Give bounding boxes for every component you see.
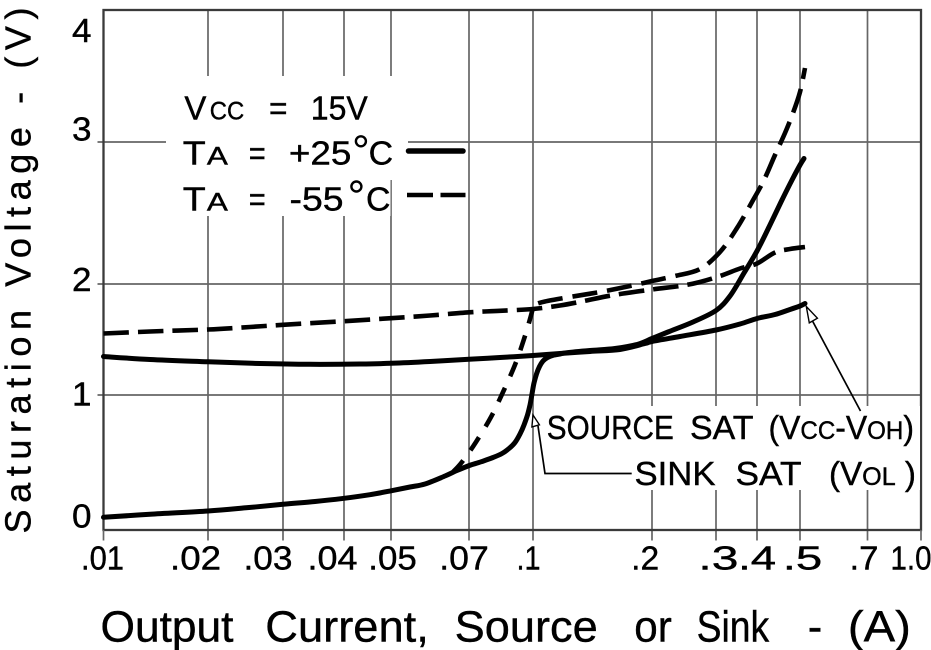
svg-text:=: = <box>269 90 288 127</box>
svg-text:SAT: SAT <box>736 455 802 492</box>
svg-text:.1: .1 <box>517 539 541 576</box>
svg-text:(A): (A) <box>848 603 911 650</box>
svg-text:Source: Source <box>455 603 598 650</box>
svg-text:A: A <box>207 143 228 171</box>
svg-text:+25: +25 <box>289 135 352 172</box>
svg-text:C: C <box>369 135 394 172</box>
svg-text:Sink: Sink <box>697 603 770 650</box>
svg-text:.03: .03 <box>244 539 293 576</box>
svg-text:.07: .07 <box>439 539 489 576</box>
svg-text:-55: -55 <box>290 181 344 218</box>
svg-text:SINK: SINK <box>635 455 716 492</box>
svg-text:.01: .01 <box>81 539 124 576</box>
svg-text:SOURCE: SOURCE <box>547 409 674 446</box>
svg-text:.05: .05 <box>368 539 417 576</box>
svg-text:T: T <box>183 181 206 218</box>
svg-text:Current,: Current, <box>265 603 429 650</box>
svg-text:3: 3 <box>72 111 92 148</box>
svg-text:1.0: 1.0 <box>891 539 931 576</box>
svg-text:V: V <box>184 90 206 127</box>
svg-text:CC: CC <box>210 98 245 126</box>
svg-text:=: = <box>249 135 266 172</box>
svg-text:4: 4 <box>72 12 92 49</box>
svg-text:A: A <box>207 189 228 217</box>
svg-text:(VOL ): (VOL ) <box>829 455 916 492</box>
svg-text:SAT: SAT <box>690 409 754 446</box>
svg-text:C: C <box>366 181 391 218</box>
svg-text:0: 0 <box>72 497 92 534</box>
svg-text:.04: .04 <box>308 539 358 576</box>
svg-text:=: = <box>249 181 266 218</box>
svg-text:or: or <box>634 603 672 650</box>
svg-text:.7: .7 <box>850 539 879 576</box>
svg-text:.5: .5 <box>783 539 823 576</box>
svg-text:-: - <box>808 603 823 650</box>
svg-text:15V: 15V <box>311 90 368 127</box>
svg-text:T: T <box>183 135 206 172</box>
svg-text:.02: .02 <box>170 539 221 576</box>
svg-text:Output: Output <box>101 603 234 650</box>
svg-text:Saturation Voltage - (V): Saturation Voltage - (V) <box>0 1 39 534</box>
svg-text:(VCC-VOH): (VCC-VOH) <box>769 409 915 446</box>
svg-text:.4: .4 <box>738 539 776 576</box>
svg-text:.3: .3 <box>698 539 738 576</box>
svg-text:2: 2 <box>72 261 92 298</box>
svg-text:1: 1 <box>72 376 92 413</box>
svg-text:.2: .2 <box>631 539 659 576</box>
